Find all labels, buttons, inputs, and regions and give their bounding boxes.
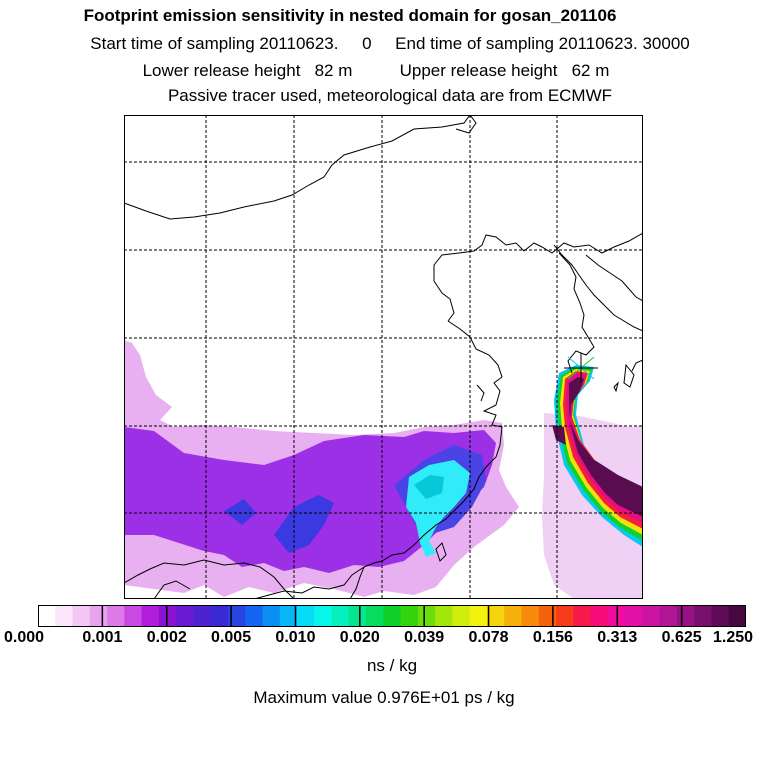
- colorbar-swatch: [590, 605, 609, 627]
- colorbar-swatch: [245, 605, 264, 627]
- colorbar-swatch: [659, 605, 678, 627]
- colorbar-tick-label: 0.010: [275, 629, 316, 646]
- colorbar-swatch: [625, 605, 643, 627]
- colorbar-tick-label: 0.039: [404, 629, 445, 646]
- colorbar-swatch: [331, 605, 350, 627]
- colorbar-swatch: [176, 605, 195, 627]
- colorbar-swatch: [55, 605, 74, 627]
- colorbar-swatch: [72, 605, 91, 627]
- colorbar-swatch: [210, 605, 229, 627]
- colorbar-swatch: [728, 605, 746, 627]
- colorbar-swatch: [227, 605, 246, 627]
- colorbar-swatch: [107, 605, 125, 627]
- colorbar-swatch: [556, 605, 574, 627]
- colorbar-frame: [38, 605, 746, 627]
- sensitivity-field: [124, 340, 643, 599]
- colorbar-tick-label: 0.000: [3, 629, 45, 646]
- colorbar-swatch: [486, 605, 505, 627]
- colorbar-swatch: [435, 605, 454, 627]
- receptor-star-icon: [564, 353, 598, 383]
- colorbar-swatch: [348, 605, 367, 627]
- colorbar-swatch: [124, 605, 143, 627]
- colorbar-tick-label: 0.002: [146, 629, 187, 646]
- colorbar-swatch: [89, 605, 108, 627]
- colorbar-swatch: [711, 605, 730, 627]
- colorbar-swatch: [366, 605, 384, 627]
- colorbar-swatch: [383, 605, 402, 627]
- release-height-line: Lower release height 82 m Upper release …: [142, 61, 610, 80]
- colorbar-swatch: [538, 605, 557, 627]
- graticule: [124, 115, 643, 599]
- colorbar-swatch: [38, 605, 56, 627]
- colorbar-swatch: [262, 605, 281, 627]
- colorbar-tick-label: 0.156: [532, 629, 573, 646]
- tracer-info-line: Passive tracer used, meteorological data…: [167, 86, 613, 105]
- colorbar-swatch: [521, 605, 540, 627]
- footprint-map: [124, 115, 643, 599]
- colorbar-tick-label: 0.313: [597, 629, 638, 646]
- map-title: Footprint emission sensitivity in nested…: [83, 6, 617, 25]
- colorbar-swatch: [158, 605, 177, 627]
- map-frame: [124, 115, 643, 599]
- colorbar-swatch: [417, 605, 436, 627]
- colorbar-swatch: [400, 605, 419, 627]
- colorbar-tick-label: 0.005: [211, 629, 252, 646]
- colorbar-tick-label: 0.001: [82, 629, 123, 646]
- colorbar-swatch: [642, 605, 661, 627]
- colorbar-swatch: [469, 605, 488, 627]
- colorbar-tick-label: 0.020: [339, 629, 380, 646]
- colorbar-swatch: [676, 605, 695, 627]
- colorbar-tick-label: 1.250: [712, 629, 754, 646]
- coastlines: [124, 115, 643, 599]
- colorbar-swatch: [297, 605, 315, 627]
- colorbar-swatch: [141, 605, 160, 627]
- colorbar: [38, 605, 746, 627]
- colorbar-swatch: [573, 605, 592, 627]
- sampling-time-line: Start time of sampling 20110623. 0 End t…: [90, 34, 690, 53]
- colorbar-tick-label: 0.078: [468, 629, 509, 646]
- colorbar-swatch: [279, 605, 298, 627]
- colorbar-swatch: [694, 605, 713, 627]
- colorbar-tick-label: 0.625: [661, 629, 702, 646]
- colorbar-swatch: [452, 605, 471, 627]
- colorbar-unit: ns / kg: [366, 656, 418, 675]
- colorbar-swatch: [314, 605, 333, 627]
- maximum-value-label: Maximum value 0.976E+01 ps / kg: [253, 688, 515, 707]
- colorbar-swatch: [193, 605, 212, 627]
- colorbar-swatch: [504, 605, 523, 627]
